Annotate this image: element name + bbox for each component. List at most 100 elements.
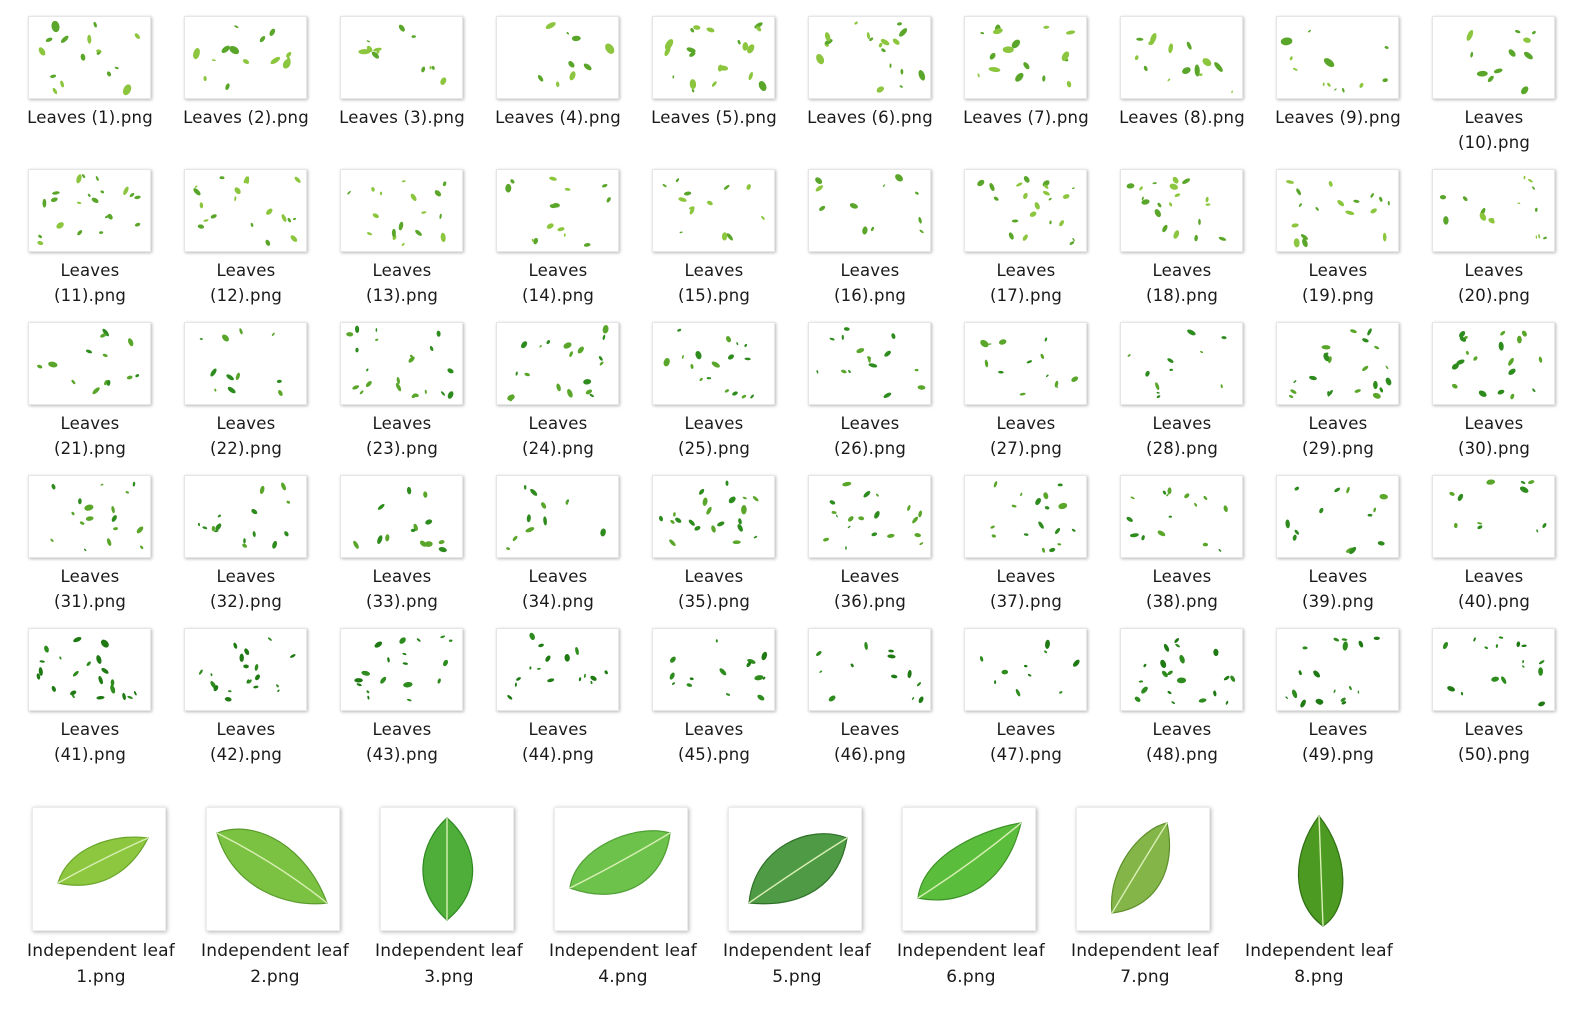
file-item[interactable]: Leaves (46).png [792,624,948,777]
file-item[interactable]: Leaves (14).png [480,165,636,318]
leaf-icon [889,63,892,68]
independent-leaf-item[interactable]: Independent leaf 4.png [536,800,710,1000]
file-item[interactable]: Leaves (9).png [1260,12,1416,165]
file-item[interactable]: Leaves (47).png [948,624,1104,777]
leaf-icon [578,677,582,682]
leaf-icon [670,519,675,524]
independent-leaf-item[interactable]: Independent leaf 5.png [710,800,884,1000]
file-item[interactable]: Leaves (40).png [1416,471,1572,624]
file-item[interactable]: Leaves (12).png [168,165,324,318]
leaf-icon [76,174,82,184]
leaf-icon [242,59,250,65]
file-item[interactable]: Leaves (25).png [636,318,792,471]
file-item[interactable]: Leaves (33).png [324,471,480,624]
file-item[interactable]: Leaves (35).png [636,471,792,624]
leaf-icon [440,232,446,243]
file-item[interactable]: Leaves (29).png [1260,318,1416,471]
leaf-icon [347,190,351,195]
file-item[interactable]: Leaves (27).png [948,318,1104,471]
leaf-icon [671,682,676,685]
leaf-icon [1167,358,1174,363]
file-item[interactable]: Leaves (44).png [480,624,636,777]
file-item[interactable]: Leaves (37).png [948,471,1104,624]
leaf-icon [538,643,544,648]
independent-leaf-item[interactable]: Independent leaf 7.png [1058,800,1232,1000]
file-item[interactable]: Leaves (36).png [792,471,948,624]
leaf-icon [252,531,256,538]
file-item[interactable]: Leaves (4).png [480,12,636,165]
file-item[interactable]: Leaves (19).png [1260,165,1416,318]
file-item[interactable]: Leaves (7).png [948,12,1104,165]
file-item[interactable]: Leaves (6).png [792,12,948,165]
file-item[interactable]: Leaves (5).png [636,12,792,165]
leaf-icon [899,28,908,37]
file-item[interactable]: Leaves (34).png [480,471,636,624]
independent-leaf-item[interactable]: Independent leaf 1.png [14,800,188,1000]
file-name-line1: Independent leaf [375,941,523,961]
file-item[interactable]: Leaves (43).png [324,624,480,777]
leaf-icon [438,547,447,553]
file-item[interactable]: Leaves (50).png [1416,624,1572,777]
file-item[interactable]: Leaves (49).png [1260,624,1416,777]
leaf-icon [211,59,216,62]
leaf-icon [1213,648,1219,657]
leaf-icon [917,385,926,390]
leaf-icon [1462,196,1468,202]
file-item[interactable]: Leaves (42).png [168,624,324,777]
file-item[interactable]: Leaves (23).png [324,318,480,471]
leaf-icon [281,214,287,222]
file-item[interactable]: Leaves (11).png [12,165,168,318]
file-name-line1: Independent leaf [201,941,349,961]
leaf-icon [1367,513,1373,517]
file-item[interactable]: Leaves (24).png [480,318,636,471]
independent-leaf-item[interactable]: Independent leaf 3.png [362,800,536,1000]
independent-leaf-item[interactable]: Independent leaf 6.png [884,800,1058,1000]
leaf-icon [38,234,43,239]
file-item[interactable]: Leaves (3).png [324,12,480,165]
file-item[interactable]: Leaves (18).png [1104,165,1260,318]
file-item[interactable]: Leaves (38).png [1104,471,1260,624]
file-item[interactable]: Leaves (21).png [12,318,168,471]
leaf-icon [863,490,871,498]
leaf-icon [557,227,565,232]
leaf-icon [1333,689,1336,694]
file-item[interactable]: Leaves (2).png [168,12,324,165]
file-name-line1: Independent leaf [723,941,871,961]
leaf-icon [583,63,592,71]
file-item[interactable]: Leaves (10).png [1416,12,1572,165]
leaf-icon [564,187,571,191]
leaf-icon [1333,637,1340,642]
file-item[interactable]: Leaves (30).png [1416,318,1572,471]
file-item[interactable]: Leaves (48).png [1104,624,1260,777]
leaf-icon [1337,200,1345,207]
leaf-icon [1296,188,1302,196]
file-item[interactable]: Leaves (28).png [1104,318,1260,471]
file-item[interactable]: Leaves (41).png [12,624,168,777]
file-item[interactable]: Leaves (1).png [12,12,168,165]
leaf-icon [1498,341,1504,351]
leaf-icon [235,372,240,381]
file-item[interactable]: Leaves (26).png [792,318,948,471]
leaf-icon [601,183,608,188]
file-item[interactable]: Leaves (17).png [948,165,1104,318]
leaf-icon [757,694,765,701]
file-item[interactable]: Leaves (15).png [636,165,792,318]
file-name: Independent leaf 1.png [14,938,188,990]
file-item[interactable]: Leaves (22).png [168,318,324,471]
leaf-icon [96,655,102,664]
independent-leaf-item[interactable]: Independent leaf 2.png [188,800,362,1000]
independent-leaf-item[interactable]: Independent leaf 8.png [1232,800,1406,1000]
leaf-icon [1202,542,1209,547]
file-item[interactable]: Leaves (32).png [168,471,324,624]
file-item[interactable]: Leaves (45).png [636,624,792,777]
file-item[interactable]: Leaves (20).png [1416,165,1572,318]
leaf-icon [359,390,364,395]
file-item[interactable]: Leaves (13).png [324,165,480,318]
leaf-icon [888,649,894,653]
file-item[interactable]: Leaves (31).png [12,471,168,624]
leaf-icon [1328,389,1333,396]
file-item[interactable]: Leaves (16).png [792,165,948,318]
file-item[interactable]: Leaves (8).png [1104,12,1260,165]
file-item[interactable]: Leaves (39).png [1260,471,1416,624]
image-thumbnail-icon [652,322,775,405]
